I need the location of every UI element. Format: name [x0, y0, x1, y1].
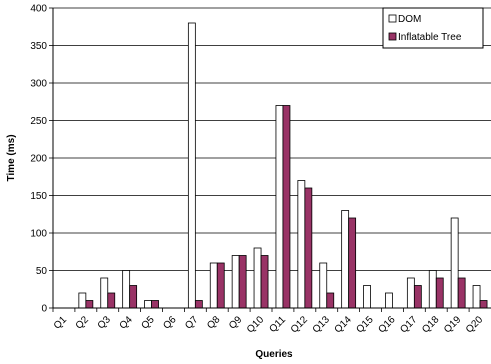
- legend-swatch-inflatable-tree: [388, 32, 397, 41]
- bar-dom: [100, 277, 109, 309]
- y-tick-label: 250: [30, 116, 47, 127]
- bar-inflatable-tree: [238, 255, 247, 309]
- legend-swatch-dom: [388, 14, 397, 23]
- x-tick-label: Q18: [420, 314, 441, 335]
- bar-inflatable-tree: [216, 262, 225, 309]
- x-tick-labels: Q1 Q2 Q3 Q4 Q5 Q6 Q7 Q8 Q9 Q10 Q11 Q12 Q13 Q14 Q15 Q16 Q…: [52, 314, 486, 335]
- bar-inflatable-tree: [348, 217, 357, 309]
- x-tick-label: Q5: [139, 314, 157, 332]
- y-tick-labels: 0 50 100 150 200 250 300 350 400: [30, 4, 47, 315]
- bar-dom: [122, 270, 131, 309]
- x-tick-label: Q10: [245, 314, 266, 335]
- x-tick-label: Q15: [355, 314, 376, 335]
- x-tick-label: Q16: [376, 314, 397, 335]
- bar-dom: [319, 262, 328, 309]
- y-tick-label: 400: [30, 4, 47, 15]
- x-tick-label: Q3: [96, 314, 114, 332]
- y-tick-label: 350: [30, 41, 47, 52]
- bar-dom: [406, 277, 415, 309]
- bar-inflatable-tree: [282, 105, 291, 309]
- legend-label-inflatable-tree: Inflatable Tree: [398, 32, 462, 43]
- bar-inflatable-tree: [435, 277, 444, 309]
- bar-dom: [472, 285, 481, 309]
- bar-dom: [275, 105, 284, 309]
- bar-dom: [428, 270, 437, 309]
- bars-group: [78, 22, 488, 309]
- legend-label-dom: DOM: [398, 14, 421, 25]
- legend-box: [382, 7, 484, 49]
- x-tick-label: Q9: [227, 314, 245, 332]
- bar-inflatable-tree: [151, 300, 159, 309]
- x-tick-label: Q20: [464, 314, 485, 335]
- bar-dom: [78, 292, 87, 309]
- x-tick-label: Q6: [161, 314, 179, 332]
- y-tick-label: 300: [30, 79, 47, 90]
- y-tick-label: 50: [36, 266, 48, 277]
- x-tick-label: Q4: [118, 314, 136, 332]
- axes: [52, 8, 491, 312]
- bar-dom: [144, 300, 152, 309]
- bar-dom: [341, 210, 350, 309]
- bar-inflatable-tree: [479, 300, 488, 309]
- y-tick-label: 100: [30, 229, 47, 240]
- bar-dom: [385, 292, 393, 309]
- bar-dom: [253, 247, 262, 309]
- bar-inflatable-tree: [107, 292, 116, 309]
- bar-inflatable-tree: [457, 277, 466, 309]
- x-tick-label: Q19: [442, 314, 463, 335]
- x-tick-label: Q7: [183, 314, 201, 332]
- x-tick-label: Q2: [74, 314, 92, 332]
- bar-inflatable-tree: [304, 187, 313, 309]
- y-axis-title: Time (ms): [6, 134, 17, 181]
- bar-dom: [187, 22, 196, 309]
- y-tick-label: 150: [30, 191, 47, 202]
- bar-dom: [363, 285, 371, 309]
- bar-inflatable-tree: [326, 292, 335, 309]
- x-tick-label: Q14: [333, 314, 354, 335]
- x-tick-label: Q13: [311, 314, 332, 335]
- bar-dom: [209, 262, 218, 309]
- bar-inflatable-tree: [260, 255, 269, 309]
- x-tick-label: Q8: [205, 314, 223, 332]
- x-tick-label: Q11: [267, 314, 288, 335]
- x-tick-label: Q17: [398, 314, 419, 335]
- gridlines: [49, 7, 491, 309]
- y-tick-label: 0: [41, 304, 47, 315]
- y-tick-label: 200: [30, 154, 47, 165]
- x-axis-title: Queries: [255, 349, 293, 360]
- bar-inflatable-tree: [413, 285, 422, 309]
- bar-dom: [231, 255, 240, 309]
- bar-inflatable-tree: [194, 300, 203, 309]
- bar-inflatable-tree: [85, 300, 94, 309]
- bar-inflatable-tree: [129, 285, 138, 309]
- bar-dom: [450, 217, 459, 309]
- bar-dom: [297, 180, 306, 309]
- legend: DOM Inflatable Tree: [382, 7, 484, 49]
- x-tick-label: Q1: [52, 314, 70, 332]
- x-tick-label: Q12: [289, 314, 310, 335]
